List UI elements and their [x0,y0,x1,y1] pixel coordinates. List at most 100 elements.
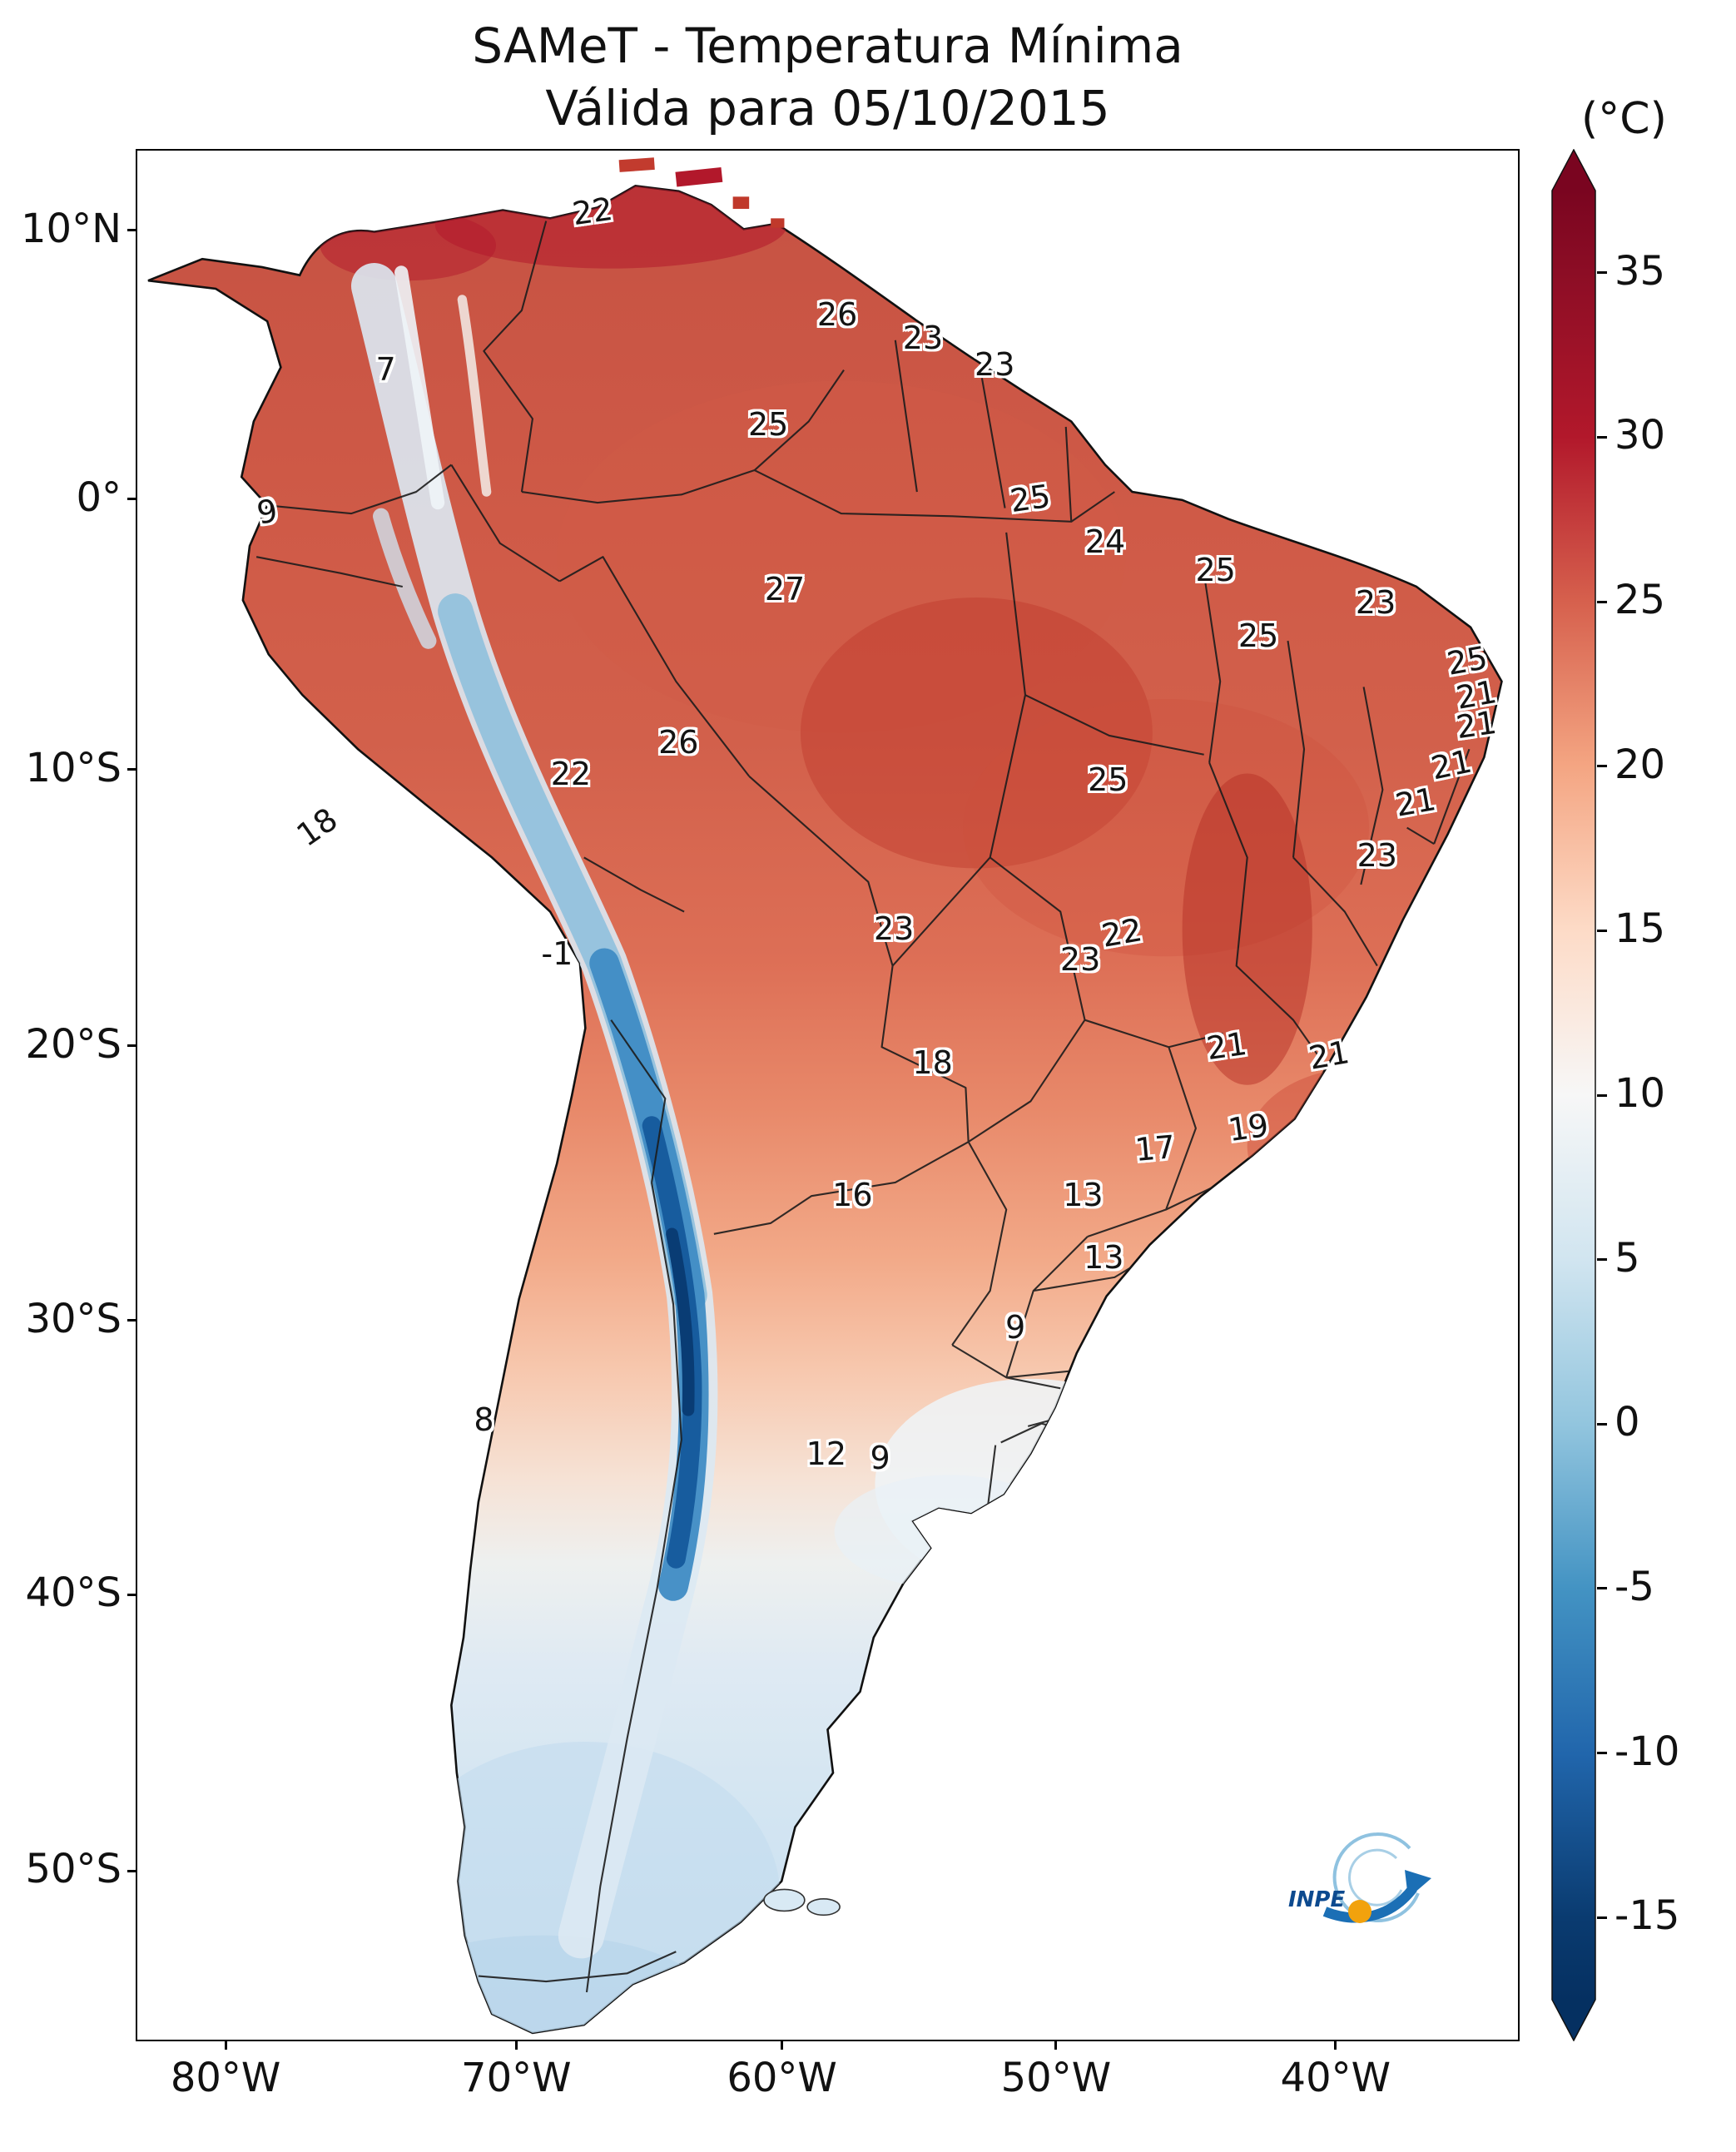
inpe-logo-text: INPE [1288,1887,1345,1912]
x-axis-tick-label: 80°W [170,2055,281,2101]
temperature-value-label: 19 [1226,1106,1272,1148]
colorbar-tick-label: -15 [1614,1892,1680,1940]
colorbar-tick-mark [1597,1587,1607,1590]
inpe-logo-outer-swirl [1332,1832,1420,1922]
map-title-line1: SAMeT - Temperatura Mínima [472,17,1183,74]
temperature-value-label: 26 [658,723,699,761]
inpe-logo-inner-swirl [1348,1848,1403,1907]
y-axis-tick-mark [127,1869,136,1872]
caribbean-islands [618,157,785,228]
temperature-value-label: 27 [764,570,806,607]
y-axis-tick-label: 30°S [25,1295,122,1342]
temperature-value-label: 25 [1008,477,1054,519]
y-axis-tick-mark [127,1593,136,1596]
colorbar-tick-mark [1597,1093,1607,1097]
temperature-value-label: 16 [832,1177,873,1214]
temperature-value-label: 25 [1195,551,1236,588]
colorbar-tick-label: -5 [1614,1563,1654,1610]
temperature-raster-map [147,157,1503,2035]
x-axis-tick-mark [224,2041,227,2050]
temperature-value-label: 26 [816,296,858,334]
temperature-value-label: 23 [1357,836,1397,874]
map-title: SAMeT - Temperatura Mínima Válida para 0… [136,15,1520,141]
temperature-value-label: 8 [474,1401,494,1439]
colorbar-tick-mark [1597,1916,1607,1919]
temperature-value-label: 23 [1355,583,1396,621]
x-axis-tick-mark [781,2041,784,2050]
y-axis-tick-label: 10°N [21,205,122,252]
x-axis-tick-label: 40°W [1280,2055,1391,2101]
country-state-borders [255,221,1497,1993]
inpe-logo-arrow [1322,1884,1417,1922]
x-axis-tick-mark [1054,2041,1058,2050]
colorbar-tick-label: 15 [1614,905,1666,953]
map-title-line2: Válida para 05/10/2015 [545,80,1110,137]
temperature-value-label: 22 [1099,910,1145,955]
temperature-value-label: 23 [1059,940,1101,978]
temperature-value-label: 9 [870,1439,890,1476]
temperature-value-label: 25 [1088,761,1128,798]
temperature-colorbar: (°C) 35 30 25 20 15 10 5 0 -5 -10 -15 [1551,94,1734,2042]
temperature-value-label: 22 [570,190,616,232]
colorbar-tick-label: 30 [1614,412,1666,459]
temperature-value-label: 23 [873,910,915,948]
colorbar-tick-mark [1597,1422,1607,1426]
colorbar-tick-label: -10 [1614,1728,1680,1775]
temperature-value-label: 17 [1133,1128,1177,1168]
y-axis-tick-label: 0° [76,474,122,521]
x-axis-tick-label: 70°W [461,2055,572,2101]
y-axis-tick-mark [127,1044,136,1048]
colorbar-tick-label: 10 [1614,1070,1666,1117]
colorbar-tick-mark [1597,765,1607,768]
y-axis-tick-label: 10°S [25,744,122,791]
colorbar-tick-mark [1597,1752,1607,1755]
colorbar-gradient-bar [1551,148,1596,2042]
temperature-value-label: 24 [1084,523,1126,560]
temperature-value-label: 23 [902,319,944,356]
y-axis-tick-mark [127,1319,136,1322]
temperature-value-label: 12 [806,1435,847,1473]
y-axis-tick-label: 40°S [25,1569,122,1617]
temperature-field-overlays [320,186,1478,2033]
south-america-map: 22 7 26 23 23 25 9 25 24 25 27 23 25 25 21 21 26 22 25 21 18… [136,149,1520,2041]
temperature-value-label: 25 [1238,617,1279,655]
temperature-value-label: 23 [975,345,1015,383]
temperature-value-label: 21 [1306,1034,1352,1078]
temperature-value-label: 25 [747,406,789,444]
colorbar-tick-label: 0 [1614,1399,1640,1446]
temperature-value-label: 13 [1063,1177,1104,1214]
temperature-value-label: 22 [550,756,592,793]
temperature-value-label: 21 [1203,1024,1249,1068]
temperature-value-label: 21 [1392,781,1439,825]
colorbar-unit-label: (°C) [1581,94,1667,144]
temperature-value-label: 9 [1005,1309,1026,1346]
temperature-value-label: 7 [375,351,396,389]
colorbar-tick-label: 20 [1614,741,1666,788]
temperature-value-label: 13 [1084,1239,1124,1277]
colorbar-tick-label: 25 [1614,577,1666,624]
colorbar-tick-mark [1597,271,1607,275]
y-axis-tick-mark [127,498,136,501]
colorbar-tick-mark [1597,1258,1607,1262]
inpe-logo-orange-dot [1347,1899,1371,1923]
temperature-value-label: -1 [541,935,573,972]
colorbar-tick-mark [1597,435,1607,439]
temperature-value-label: 21 [1454,703,1500,746]
colorbar-tick-label: 5 [1614,1234,1640,1282]
x-axis-tick-mark [1334,2041,1337,2050]
y-axis-tick-label: 20°S [25,1020,122,1068]
colorbar-tick-mark [1597,600,1607,603]
colorbar-tick-label: 35 [1614,247,1666,295]
y-axis-tick-label: 50°S [25,1846,122,1893]
x-axis-tick-mark [514,2041,518,2050]
y-axis-tick-mark [127,229,136,232]
x-axis-tick-label: 60°W [727,2055,837,2101]
colorbar-tick-mark [1597,929,1607,932]
temperature-value-label: 18 [912,1044,953,1082]
inpe-logo-arrowhead [1404,1869,1431,1898]
y-axis-tick-mark [127,768,136,771]
falkland-islands [763,1888,841,1916]
x-axis-tick-label: 50°W [1000,2055,1112,2101]
inpe-logo: INPE [1288,1832,1431,1923]
